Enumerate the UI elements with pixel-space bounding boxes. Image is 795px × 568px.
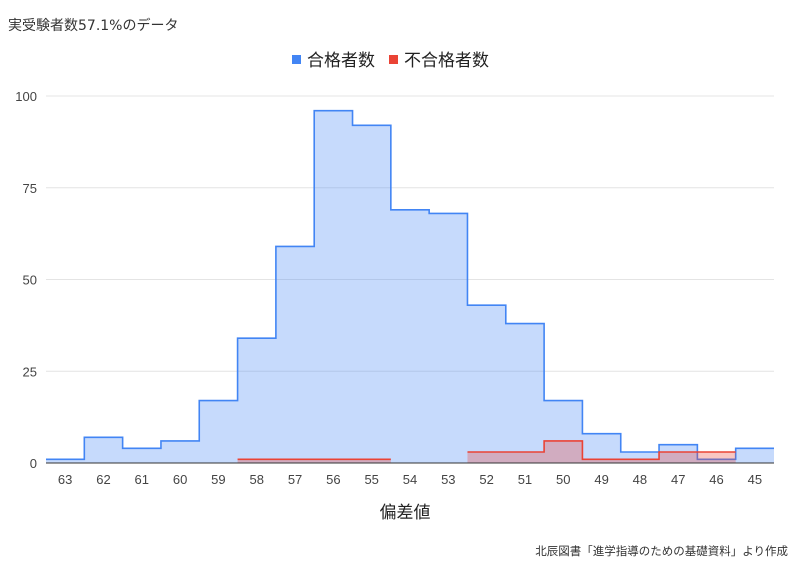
x-tick-label: 55 — [364, 472, 378, 487]
x-tick-label: 52 — [479, 472, 493, 487]
x-tick-label: 60 — [173, 472, 187, 487]
legend-label-passed: 合格者数 — [307, 51, 375, 71]
series-area — [46, 110, 774, 464]
source-note: 北辰図書「進学指導のための基礎資料」より作成 — [535, 544, 788, 558]
legend-swatch-passed — [292, 55, 301, 64]
x-tick-label: 54 — [403, 472, 417, 487]
y-tick-label: 100 — [15, 89, 37, 104]
x-tick-label: 48 — [633, 472, 647, 487]
x-tick-label: 59 — [211, 472, 225, 487]
y-tick-label: 0 — [30, 456, 37, 471]
x-tick-label: 63 — [58, 472, 72, 487]
series-area — [237, 459, 391, 463]
legend-swatch-failed — [389, 55, 398, 64]
chart-title: 実受験者数57.1%のデータ — [8, 17, 178, 34]
x-tick-label: 50 — [556, 472, 570, 487]
x-tick-label: 46 — [709, 472, 723, 487]
x-tick-label: 47 — [671, 472, 685, 487]
series-1 — [237, 440, 736, 463]
series-layer — [46, 109, 774, 464]
y-tick-label: 75 — [23, 181, 37, 196]
x-tick-label: 49 — [594, 472, 608, 487]
y-axis-ticks: 0 25 50 75 100 — [15, 89, 37, 471]
x-tick-label: 61 — [135, 472, 149, 487]
x-tick-label: 57 — [288, 472, 302, 487]
legend-label-failed: 不合格者数 — [404, 51, 489, 71]
series-area — [467, 440, 736, 463]
x-tick-label: 62 — [96, 472, 110, 487]
x-tick-label: 56 — [326, 472, 340, 487]
x-axis-ticks: 63 62 61 60 59 58 57 56 55 54 53 52 51 50 49 48 47 46 45 — [58, 472, 762, 487]
x-tick-label: 58 — [250, 472, 264, 487]
legend: 合格者数 不合格者数 — [292, 51, 489, 71]
x-axis-label: 偏差値 — [380, 503, 431, 523]
x-tick-label: 53 — [441, 472, 455, 487]
series-line — [46, 109, 774, 461]
x-tick-label: 51 — [518, 472, 532, 487]
series-line — [467, 440, 736, 461]
y-tick-label: 25 — [23, 364, 37, 379]
series-0 — [46, 109, 774, 464]
y-tick-label: 50 — [23, 273, 37, 288]
gridlines — [46, 95, 774, 372]
x-tick-label: 45 — [748, 472, 762, 487]
